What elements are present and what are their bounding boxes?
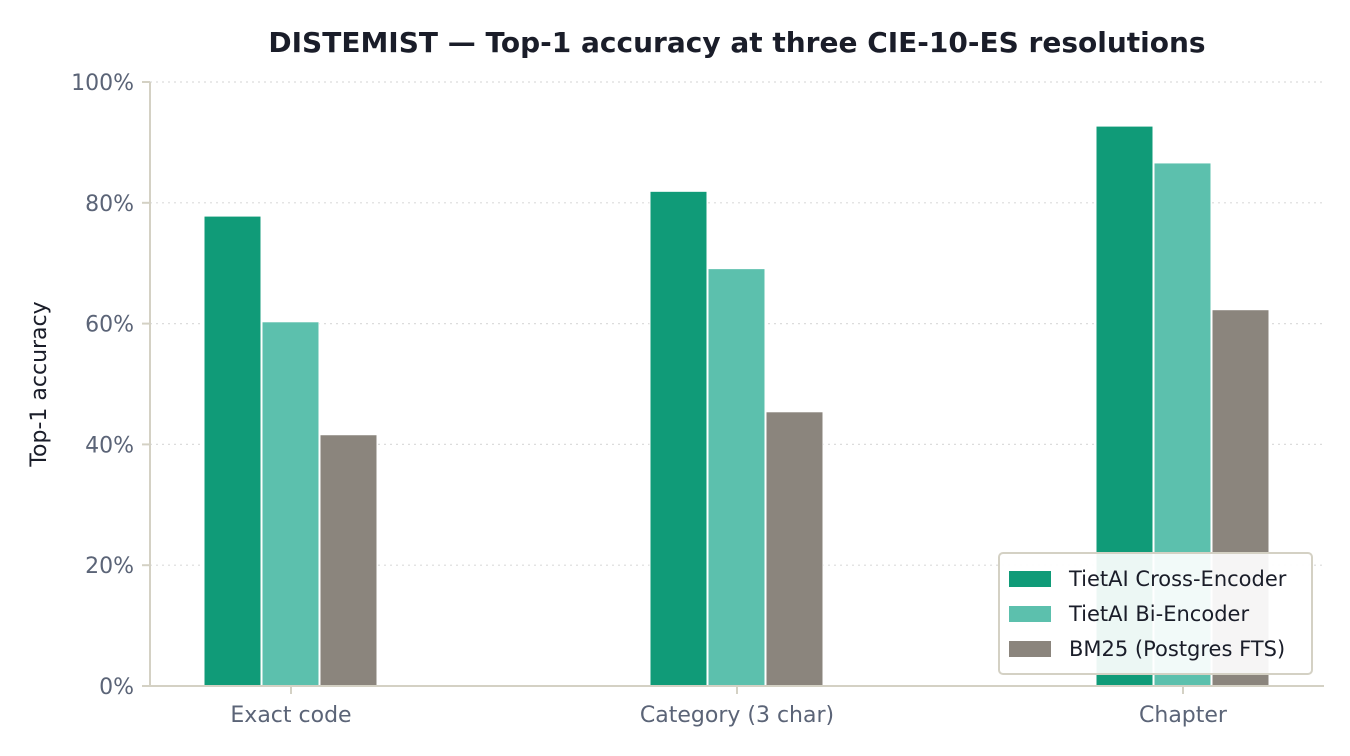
bar	[319, 434, 378, 687]
legend-label: TietAI Bi-Encoder	[1068, 602, 1249, 626]
legend: TietAI Cross-Encoder TietAI Bi-Encoder BM2…	[998, 552, 1313, 675]
x-tick-label: Chapter	[1139, 703, 1228, 728]
y-tick-label: 0%	[99, 675, 134, 700]
y-tick-label: 40%	[85, 433, 134, 458]
legend-box	[998, 552, 1313, 675]
x-tick-label: Category (3 char)	[640, 703, 834, 728]
bar	[261, 321, 320, 687]
bar	[203, 215, 262, 687]
bar	[707, 268, 766, 687]
x-ticks: Exact code Category (3 char) Chapter	[230, 686, 1228, 728]
y-tick-label: 100%	[71, 71, 134, 96]
legend-swatch	[1009, 571, 1051, 587]
legend-swatch	[1009, 641, 1051, 657]
legend-label: BM25 (Postgres FTS)	[1069, 637, 1285, 661]
x-tick-label: Exact code	[230, 703, 351, 728]
y-ticks: 0% 20% 40% 60% 80% 100%	[71, 71, 150, 700]
y-tick-label: 60%	[85, 313, 134, 338]
legend-swatch	[1009, 606, 1051, 622]
bar	[649, 190, 708, 687]
chart-title: DISTEMIST — Top-1 accuracy at three CIE-…	[268, 26, 1205, 59]
y-tick-label: 80%	[85, 192, 134, 217]
y-axis-label: Top-1 accuracy	[27, 301, 52, 467]
y-tick-label: 20%	[85, 554, 134, 579]
legend-label: TietAI Cross-Encoder	[1068, 567, 1287, 591]
bar	[765, 411, 824, 687]
